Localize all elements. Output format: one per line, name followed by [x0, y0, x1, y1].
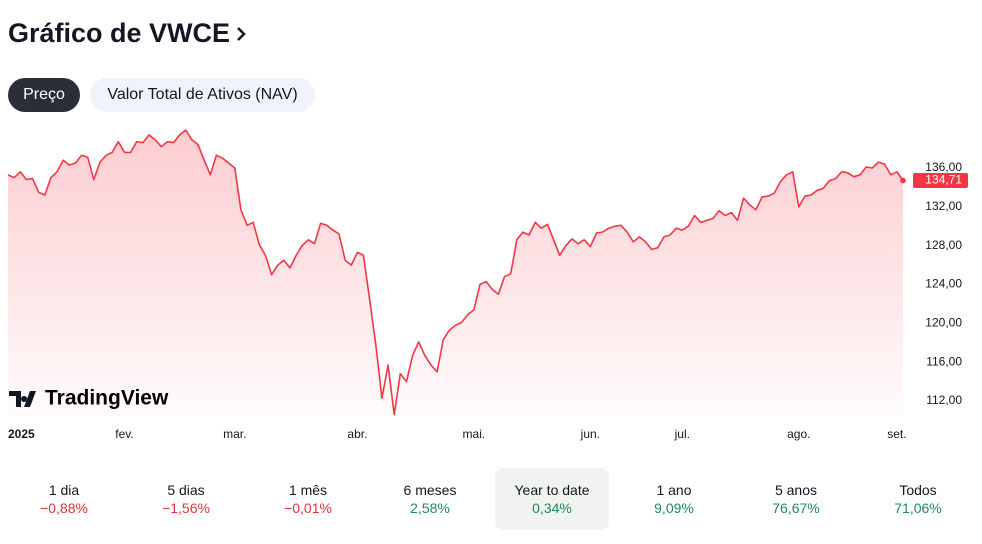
period-label: 1 ano: [656, 482, 692, 498]
period-change: 9,09%: [654, 500, 694, 516]
y-tick-label: 124,00: [925, 277, 962, 291]
period-change: 71,06%: [894, 500, 942, 516]
y-tick-label: 128,00: [925, 238, 962, 252]
line: [7, 129, 904, 416]
period-button[interactable]: Year to date 0,34%: [495, 468, 609, 530]
y-tick-label: 136,00: [925, 160, 962, 174]
period-change: 76,67%: [772, 500, 820, 516]
title-row[interactable]: Gráfico de VWCE: [8, 18, 248, 49]
period-button[interactable]: 6 meses 2,58%: [373, 468, 487, 530]
x-tick-label: mai.: [463, 427, 486, 441]
tab[interactable]: Valor Total de Ativos (NAV): [90, 78, 315, 112]
period-label: 6 meses: [403, 482, 457, 498]
period-label: 5 dias: [167, 482, 205, 498]
period-button[interactable]: 1 dia −0,88%: [7, 468, 121, 530]
x-tick-label: abr.: [347, 427, 367, 441]
period-button[interactable]: 5 anos 76,67%: [739, 468, 853, 530]
price-label: 134,71: [925, 173, 962, 187]
period-label: Todos: [899, 482, 937, 498]
y-tick-label: 112,00: [926, 393, 962, 407]
period-change: −0,01%: [284, 500, 332, 516]
area: [8, 130, 903, 416]
period-button[interactable]: Todos 71,06%: [861, 468, 975, 530]
period-button[interactable]: 1 mês −0,01%: [251, 468, 365, 530]
y-tick-label: 120,00: [925, 316, 962, 330]
x-tick-label: mar.: [223, 427, 246, 441]
tab[interactable]: Preço: [8, 78, 80, 112]
period-button[interactable]: 5 dias −1,56%: [129, 468, 243, 530]
y-tick-label: 132,00: [925, 199, 962, 213]
chevron-icon: [237, 27, 246, 41]
y-tick-label: 116,00: [926, 354, 962, 368]
x-tick-label: jul.: [674, 427, 690, 441]
price-label-box: [913, 172, 968, 188]
period-change: 2,58%: [410, 500, 450, 516]
x-tick-label: jun.: [580, 427, 600, 441]
period-change: −0,88%: [40, 500, 88, 516]
period-label: 1 dia: [48, 482, 80, 498]
period-change: −1,56%: [162, 500, 210, 516]
x-tick-label: ago.: [787, 427, 810, 441]
period-label: 1 mês: [288, 482, 328, 498]
last-point: [900, 177, 906, 184]
period-change: 0,34%: [532, 500, 572, 516]
watermark-logo: [9, 391, 36, 407]
x-tick-label: fev.: [115, 427, 133, 441]
chart: 112,00 116,00 120,00 124,00 128,00 132,00 136,…: [7, 129, 968, 441]
watermark: TradingView: [45, 387, 169, 410]
x-tick-label: 2025: [8, 427, 35, 441]
title[interactable]: Gráfico de VWCE: [8, 18, 231, 48]
period-button[interactable]: 1 ano 9,09%: [617, 468, 731, 530]
x-tick-label: set.: [887, 427, 906, 441]
period-label: Year to date: [514, 482, 590, 498]
period-label: 5 anos: [774, 482, 818, 498]
